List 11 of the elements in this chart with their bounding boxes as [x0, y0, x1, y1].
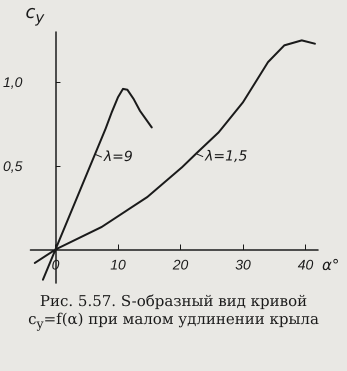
- annotation: λ=9: [102, 149, 133, 166]
- y-tick-label: 0,5: [2, 158, 23, 174]
- x-axis-title: α°: [322, 256, 340, 274]
- x-tick-label: 30: [235, 256, 251, 272]
- y-tick-label: 1,0: [2, 74, 23, 90]
- y-axis-title: c$_{y}$: [25, 2, 44, 27]
- annotation: λ=1,5: [204, 148, 248, 165]
- x-tick-label: 40: [298, 256, 314, 272]
- text: Рис. 5.57. S-образный вид кривой c$_{y}$=f(α) при малом удлинении крыла: [27, 292, 320, 333]
- x-tick-label: 20: [172, 256, 188, 272]
- x-tick-label: 10: [110, 256, 126, 272]
